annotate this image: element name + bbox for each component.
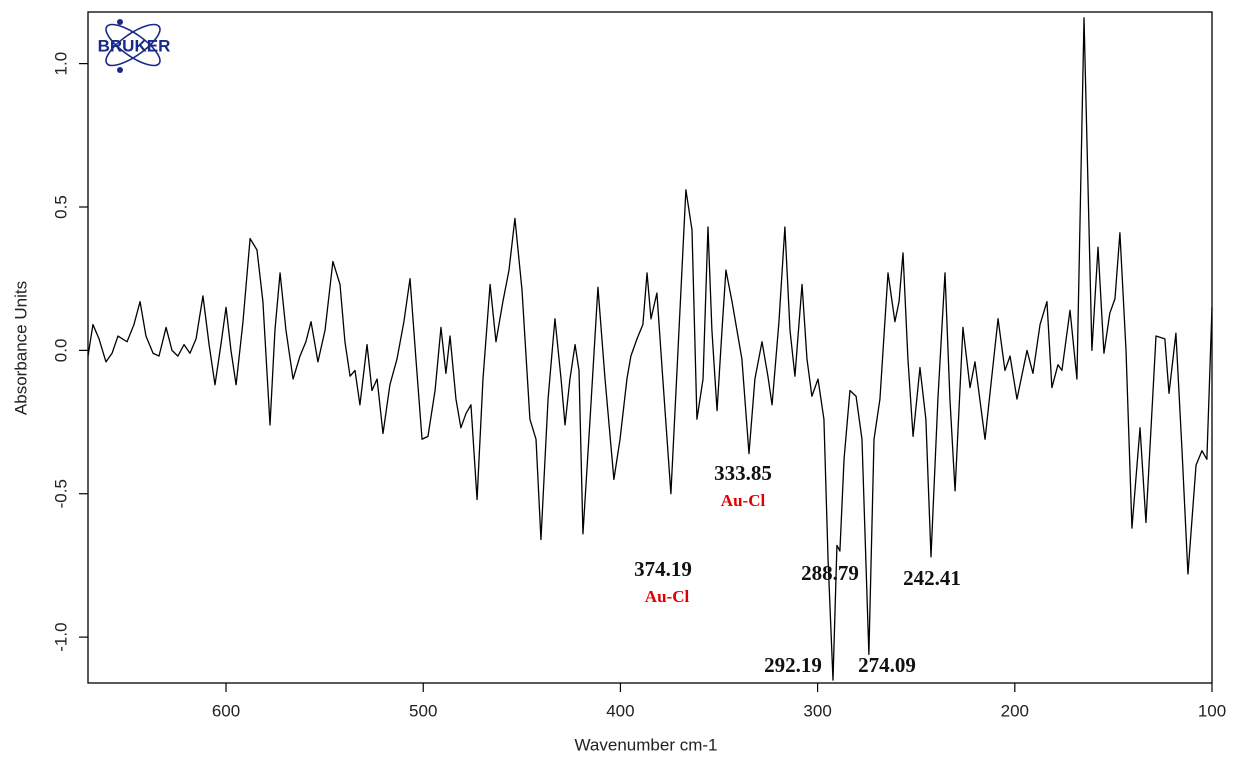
spectrum-line: [87, 17, 1213, 681]
x-tick-label: 300: [803, 701, 831, 720]
y-tick-label: 1.0: [51, 52, 70, 76]
logo-text: BRUKER: [98, 36, 171, 55]
peak-note: Au-Cl: [721, 491, 766, 510]
logo: BRUKER: [98, 19, 171, 73]
y-tick-label: 0.0: [51, 339, 70, 363]
x-axis-label: Wavenumber cm-1: [575, 735, 718, 754]
x-tick-label: 400: [606, 701, 634, 720]
peak-label: 274.09: [858, 653, 916, 677]
y-axis-label: Absorbance Units: [11, 281, 30, 415]
logo-dot: [117, 19, 123, 25]
peak-note: Au-Cl: [645, 587, 690, 606]
logo-orbit: [105, 23, 161, 67]
peak-label: 292.19: [764, 653, 822, 677]
peak-label: 374.19: [634, 557, 692, 581]
x-tick-label: 500: [409, 701, 437, 720]
peak-label: 288.79: [801, 561, 859, 585]
y-tick-label: -1.0: [51, 622, 70, 651]
x-tick-label: 100: [1198, 701, 1226, 720]
logo-dot: [117, 67, 123, 73]
y-tick-label: 0.5: [51, 195, 70, 219]
plot-frame: [87, 11, 1213, 684]
y-tick-label: -0.5: [51, 479, 70, 508]
logo-orbit: [105, 23, 161, 67]
peak-label: 242.41: [903, 566, 961, 590]
x-tick-label: 200: [1001, 701, 1029, 720]
x-tick-label: 600: [212, 701, 240, 720]
peak-label: 333.85: [714, 461, 772, 485]
